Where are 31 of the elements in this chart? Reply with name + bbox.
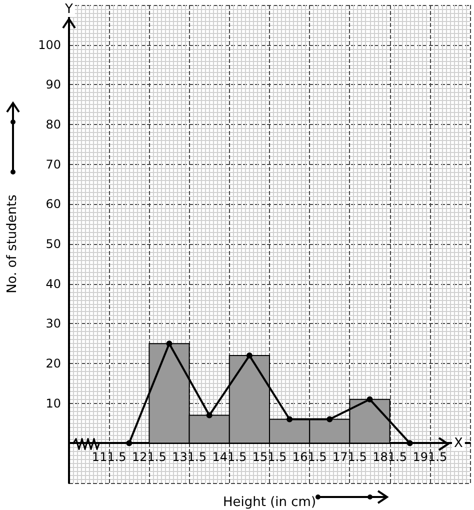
y-tick-label: 10 <box>46 396 61 410</box>
y-tick-label: 100 <box>38 38 61 52</box>
point <box>206 412 212 418</box>
point <box>166 340 172 347</box>
x-tick-label: 191.5 <box>412 450 448 464</box>
point <box>286 416 293 422</box>
point <box>126 440 132 446</box>
x-tick-label: 141.5 <box>212 450 247 464</box>
y-tick-label: 20 <box>46 356 61 370</box>
x-tick-label: 131.5 <box>172 450 206 464</box>
x-tick-label: 171.5 <box>332 450 367 464</box>
x-tick-label: 121.5 <box>132 450 166 464</box>
x-tick-label: 181.5 <box>372 450 407 464</box>
point <box>246 352 252 359</box>
x-axis-title: Height (in cm) <box>222 495 316 510</box>
point <box>406 440 413 446</box>
y-tick-label: 30 <box>46 316 61 331</box>
y-tick-label: 40 <box>46 276 61 291</box>
y-axis-title: No. of students <box>5 194 20 294</box>
x-tick-label: 151.5 <box>252 450 287 464</box>
y-tick-label: 90 <box>46 78 61 92</box>
y-tick-label: 80 <box>46 118 61 132</box>
point <box>326 416 333 422</box>
annotation: Y <box>64 2 73 17</box>
x-tick-label: 111.5 <box>92 450 126 464</box>
y-tick-label: 60 <box>46 197 61 212</box>
annotation: X <box>454 436 463 451</box>
y-tick-label: 70 <box>46 157 61 172</box>
y-tick-label: 50 <box>46 237 61 251</box>
x-tick-label: 161.5 <box>292 450 327 464</box>
point <box>366 396 373 402</box>
